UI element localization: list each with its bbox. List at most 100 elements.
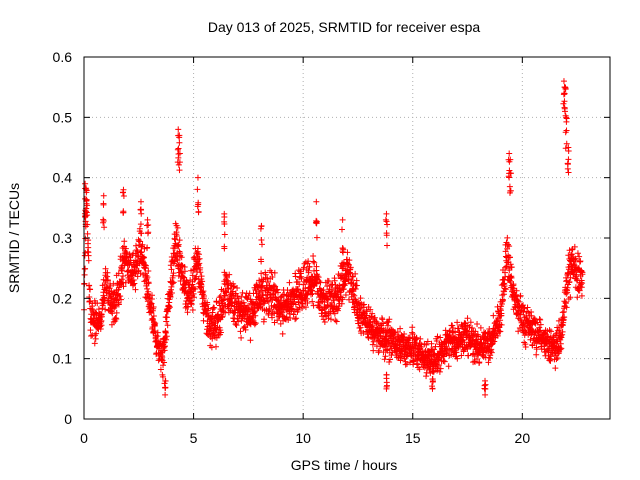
data-point (383, 230, 390, 237)
data-point (409, 329, 416, 336)
data-point (497, 328, 504, 335)
data-point (105, 297, 112, 304)
data-point (241, 315, 248, 322)
data-point (251, 321, 258, 328)
data-point (221, 231, 228, 238)
data-point (277, 294, 284, 301)
data-point (120, 283, 127, 290)
x-tick-label: 10 (295, 430, 311, 446)
data-point (170, 279, 177, 286)
data-point (119, 273, 126, 280)
data-point (98, 322, 105, 329)
data-point (340, 249, 346, 256)
data-point (564, 165, 571, 172)
data-point (369, 341, 376, 348)
data-point (346, 257, 353, 264)
data-point (494, 332, 501, 339)
data-point (517, 292, 524, 299)
data-point (415, 346, 422, 353)
data-point (91, 340, 98, 347)
data-point (219, 313, 226, 320)
data-point (221, 218, 228, 225)
data-point (501, 285, 508, 292)
data-point (258, 241, 265, 248)
data-point (201, 293, 208, 300)
data-point (286, 279, 293, 286)
data-point (558, 345, 565, 352)
data-point (397, 325, 404, 332)
data-point (293, 315, 300, 322)
data-point (117, 293, 124, 300)
data-point (562, 145, 569, 152)
data-point (563, 304, 570, 311)
data-point (313, 198, 320, 205)
data-point (174, 242, 181, 249)
chart-title: Day 013 of 2025, SRMTID for receiver esp… (208, 19, 481, 35)
data-point (120, 186, 127, 193)
data-point (497, 305, 504, 312)
data-point (352, 296, 359, 303)
data-point (178, 254, 185, 261)
data-point (137, 230, 144, 237)
data-point (161, 343, 168, 350)
data-point (134, 248, 141, 255)
data-point (382, 216, 389, 223)
data-point (191, 276, 198, 283)
data-point (144, 222, 151, 229)
data-point (254, 283, 261, 290)
data-point (469, 324, 476, 331)
data-point (141, 245, 148, 252)
data-point (563, 278, 570, 285)
data-point (87, 286, 94, 293)
data-point (369, 322, 376, 329)
data-point (572, 257, 579, 264)
data-point (313, 220, 320, 227)
data-point (567, 294, 574, 301)
data-point (92, 309, 99, 316)
data-point (305, 269, 312, 276)
data-point (578, 268, 585, 275)
data-point (560, 100, 567, 107)
data-point (489, 339, 496, 346)
data-point (238, 334, 245, 341)
data-point (164, 308, 171, 315)
data-point (536, 324, 543, 331)
data-point (429, 385, 436, 392)
data-point (467, 319, 474, 326)
data-point (338, 226, 345, 233)
data-point (176, 237, 183, 244)
data-point (338, 300, 345, 307)
data-point (117, 279, 124, 286)
data-point (198, 283, 205, 290)
data-point (142, 262, 149, 269)
data-point (333, 318, 340, 325)
y-tick-label: 0.3 (53, 230, 73, 246)
data-point (232, 321, 239, 328)
data-point (242, 326, 249, 333)
data-point (394, 329, 401, 336)
data-point (507, 170, 514, 177)
data-point (385, 318, 392, 325)
y-tick-label: 0.5 (53, 109, 73, 125)
data-point (190, 294, 197, 301)
data-point (233, 322, 240, 329)
data-point (569, 251, 576, 258)
data-point (274, 286, 281, 293)
data-point (252, 312, 259, 319)
data-point (320, 287, 327, 294)
data-point (104, 277, 111, 284)
data-point (262, 271, 269, 278)
data-point (82, 207, 89, 214)
data-point (526, 322, 533, 329)
data-point (171, 245, 178, 252)
data-point (261, 316, 268, 323)
data-point (574, 250, 581, 257)
data-point (310, 283, 317, 290)
data-point (292, 273, 299, 280)
data-point (562, 84, 569, 91)
data-point (560, 78, 567, 85)
data-point (369, 310, 376, 317)
data-point (235, 318, 242, 325)
data-point (173, 232, 180, 239)
data-point (162, 384, 169, 391)
